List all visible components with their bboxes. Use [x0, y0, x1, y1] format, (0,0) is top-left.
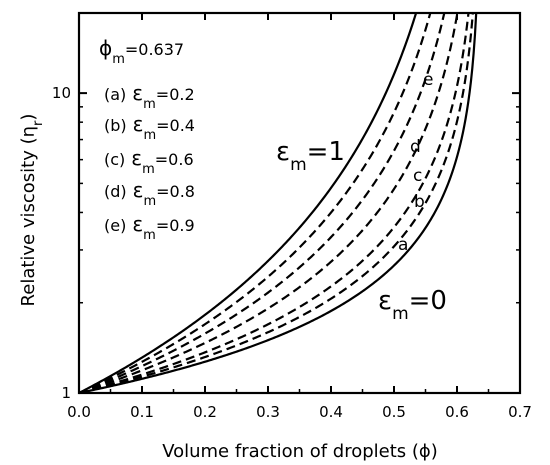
x-tick-label: 0.0 — [67, 403, 91, 421]
legend-item-c: (c) εm=0.6 — [104, 146, 194, 177]
legend-item-e: (e) εm=0.9 — [104, 212, 195, 243]
curve-label-em-0: εm=0 — [378, 286, 447, 324]
series-line-4 — [78, 12, 459, 395]
x-axis-title: Volume fraction of droplets (ϕ) — [162, 441, 438, 462]
y-axis-title: Relative viscosity (ηr) — [18, 114, 46, 307]
curve-label-a: a — [398, 235, 408, 255]
legend-phi-m: ϕm=0.637 — [99, 36, 184, 67]
legend: ϕm=0.637 (a) εm=0.2 (b) εm=0.4 (c) εm=0.6 (… — [99, 36, 195, 243]
curve-label-b: b — [414, 192, 425, 212]
ticks-layer: 0.0 0.1 0.2 0.3 0.4 0.5 0.6 0.7 1 10 — [52, 13, 532, 421]
series-line-1 — [78, 12, 478, 395]
curve-label-em-1: εm=1 — [276, 137, 345, 175]
legend-item-b: (b) εm=0.4 — [104, 112, 195, 143]
curves-layer — [78, 12, 478, 395]
y-tick-label: 10 — [52, 84, 71, 102]
x-tick-label: 0.1 — [130, 403, 154, 421]
series-line-7 — [78, 12, 418, 394]
legend-item-d: (d) εm=0.8 — [104, 178, 195, 209]
curve-label-c: c — [413, 166, 422, 186]
x-tick-label: 0.2 — [193, 403, 217, 421]
x-tick-label: 0.7 — [508, 403, 532, 421]
curve-label-e: e — [423, 70, 433, 90]
x-tick-label: 0.6 — [445, 403, 469, 421]
series-line-3 — [78, 12, 470, 395]
curve-label-d: d — [410, 137, 421, 157]
x-tick-label: 0.5 — [382, 403, 406, 421]
legend-item-a: (a) εm=0.2 — [104, 81, 195, 112]
series-line-5 — [78, 12, 446, 395]
x-tick-label: 0.4 — [319, 403, 343, 421]
y-tick-label: 1 — [61, 384, 71, 402]
series-line-6 — [78, 12, 432, 395]
x-tick-label: 0.3 — [256, 403, 280, 421]
